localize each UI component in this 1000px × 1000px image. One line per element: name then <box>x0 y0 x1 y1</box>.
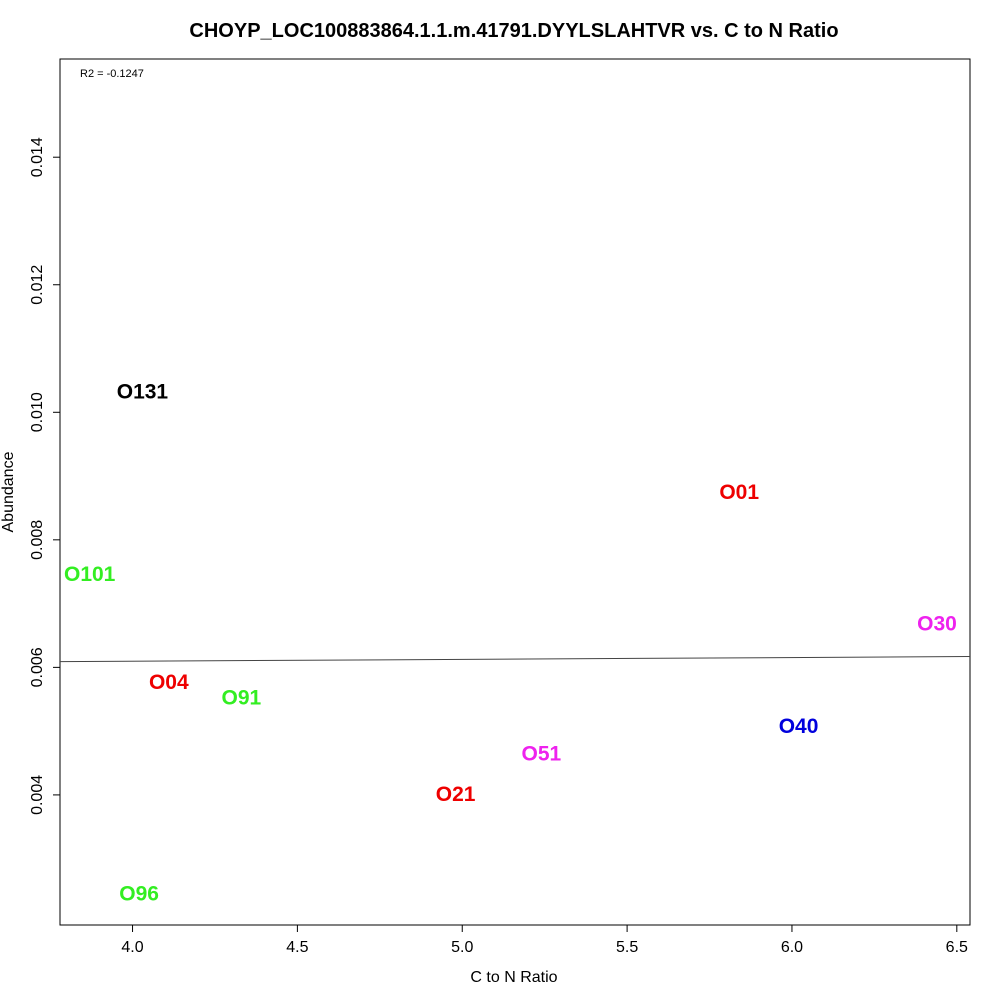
point-label-o21: O21 <box>436 783 476 806</box>
point-label-o131: O131 <box>117 380 169 403</box>
x-tick-label: 6.5 <box>946 939 968 956</box>
regression-line <box>59 656 971 663</box>
point-label-o96: O96 <box>119 882 159 905</box>
point-label-o91: O91 <box>221 686 261 709</box>
chart-title: CHOYP_LOC100883864.1.1.m.41791.DYYLSLAHT… <box>189 20 838 42</box>
y-tick-label: 0.014 <box>29 137 46 177</box>
x-tick-label: 5.5 <box>616 939 638 956</box>
x-tick-label: 6.0 <box>781 939 803 956</box>
point-label-o30: O30 <box>917 613 957 636</box>
regression-line-group <box>59 656 971 663</box>
r2-annotation: R2 = -0.1247 <box>80 68 144 80</box>
point-label-o40: O40 <box>779 715 819 738</box>
y-tick-label: 0.012 <box>29 265 46 305</box>
x-axis: 4.0 4.5 5.0 5.5 6.0 6.5 <box>121 924 968 956</box>
y-tick-label: 0.006 <box>29 647 46 687</box>
x-tick-label: 5.0 <box>451 939 473 956</box>
y-axis: 0.004 0.006 0.008 0.010 0.012 0.014 <box>29 137 61 815</box>
x-tick-label: 4.5 <box>286 939 308 956</box>
x-axis-label: C to N Ratio <box>470 969 557 986</box>
point-label-o01: O01 <box>719 481 759 504</box>
x-tick-label: 4.0 <box>121 939 143 956</box>
y-tick-label: 0.004 <box>29 775 46 815</box>
point-label-o101: O101 <box>64 563 116 586</box>
y-tick-label: 0.010 <box>29 392 46 432</box>
data-points: O131 O01 O101 O30 O04 O91 O40 O51 O21 O96 <box>64 380 957 905</box>
point-label-o51: O51 <box>522 743 562 766</box>
y-axis-label: Abundance <box>0 451 17 532</box>
point-label-o04: O04 <box>149 671 189 694</box>
y-tick-label: 0.008 <box>29 520 46 560</box>
